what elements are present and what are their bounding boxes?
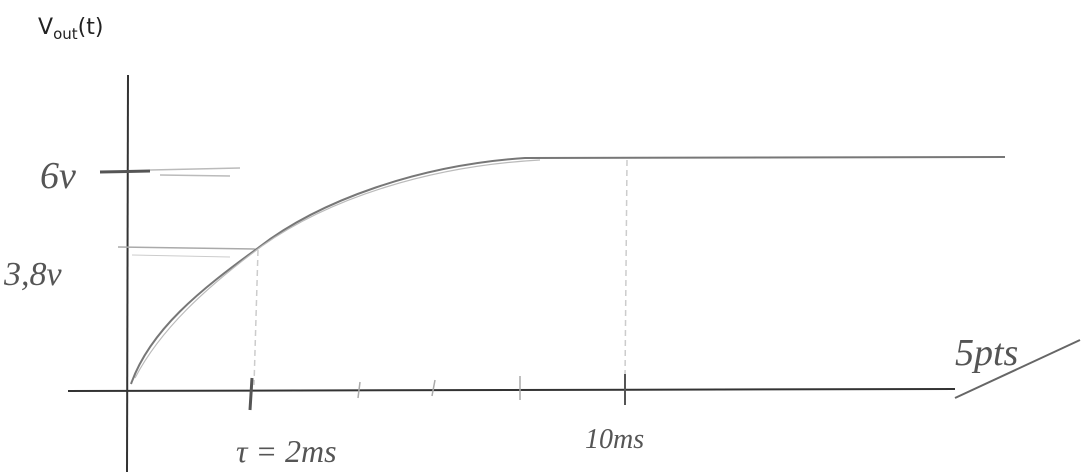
background (0, 0, 1082, 472)
x-marker-label: 10ms (585, 424, 644, 455)
score: 5pts (955, 332, 1018, 374)
tick-6v (100, 171, 150, 172)
x-marker-label: τ = 2ms (236, 433, 337, 469)
y-axis-label-sub: out (53, 25, 78, 43)
tau-tick (250, 378, 252, 410)
y-marker-label: 3,8v (3, 256, 63, 293)
y-marker-label: 6v (40, 155, 76, 197)
sketch: Vout(t) 6v 3,8v τ = 2ms 10ms 5pts (0, 0, 1082, 472)
y-axis-label-suffix: (t) (78, 15, 104, 40)
y-axis (127, 75, 128, 472)
y-axis-label-main: V (38, 15, 53, 40)
